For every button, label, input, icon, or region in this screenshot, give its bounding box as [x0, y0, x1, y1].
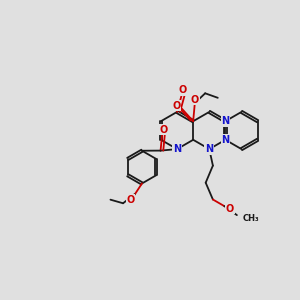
Text: O: O: [190, 94, 199, 105]
Text: O: O: [126, 195, 135, 205]
Text: O: O: [172, 100, 181, 111]
Text: O: O: [159, 124, 167, 135]
Text: CH₃: CH₃: [243, 214, 260, 223]
Text: N: N: [221, 135, 230, 145]
Text: N: N: [221, 116, 230, 126]
Text: O: O: [226, 203, 234, 214]
Text: N: N: [173, 144, 181, 154]
Text: N: N: [205, 144, 213, 154]
Text: O: O: [179, 85, 187, 95]
